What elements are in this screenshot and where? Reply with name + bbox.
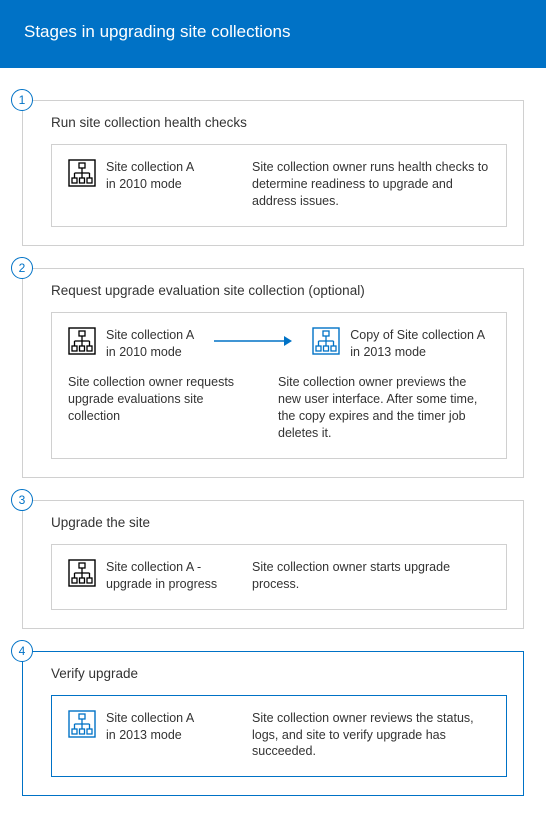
stage-number-1: 1 bbox=[11, 89, 33, 111]
stage-title-4: Verify upgrade bbox=[51, 666, 507, 681]
site-hierarchy-icon bbox=[312, 327, 340, 355]
site-block-right: Copy of Site collection A in 2013 mode bbox=[312, 327, 485, 361]
site-label-line2: in 2013 mode bbox=[350, 344, 485, 361]
stage-number-2: 2 bbox=[11, 257, 33, 279]
site-label: Site collection A in 2013 mode bbox=[106, 710, 194, 744]
site-label-line1: Site collection A - bbox=[106, 559, 217, 576]
arrow-icon bbox=[214, 334, 292, 353]
stage-4: 4 Verify upgrade bbox=[22, 651, 524, 797]
stage-1: 1 Run site collection health checks bbox=[22, 100, 524, 246]
content: 1 Run site collection health checks bbox=[0, 68, 546, 816]
stage-box-1: Run site collection health checks bbox=[22, 100, 524, 246]
stage-title-1: Run site collection health checks bbox=[51, 115, 507, 130]
site-label: Site collection A - upgrade in progress bbox=[106, 559, 217, 593]
inner-box-1: Site collection A in 2010 mode Site coll… bbox=[51, 144, 507, 227]
site-block: Site collection A in 2010 mode bbox=[68, 159, 236, 193]
stage-desc-right: Site collection owner previews the new u… bbox=[278, 374, 490, 442]
site-label-line1: Site collection A bbox=[106, 710, 194, 727]
inner-box-3: Site collection A - upgrade in progress … bbox=[51, 544, 507, 610]
site-label-line2: in 2010 mode bbox=[106, 176, 194, 193]
site-block-left: Site collection A in 2010 mode bbox=[68, 327, 194, 361]
stage-box-2: Request upgrade evaluation site collecti… bbox=[22, 268, 524, 478]
stage-desc: Site collection owner runs health checks… bbox=[252, 159, 490, 210]
stage-desc: Site collection owner reviews the status… bbox=[252, 710, 490, 761]
stage-desc-left: Site collection owner requests upgrade e… bbox=[68, 374, 258, 442]
site-label-line1: Site collection A bbox=[106, 327, 194, 344]
site-hierarchy-icon bbox=[68, 327, 96, 355]
site-hierarchy-icon bbox=[68, 559, 96, 587]
stage-title-2: Request upgrade evaluation site collecti… bbox=[51, 283, 507, 298]
inner-box-4: Site collection A in 2013 mode Site coll… bbox=[51, 695, 507, 778]
stage-2: 2 Request upgrade evaluation site collec… bbox=[22, 268, 524, 478]
stage-box-3: Upgrade the site bbox=[22, 500, 524, 629]
inner-box-2: Site collection A in 2010 mode bbox=[51, 312, 507, 459]
site-hierarchy-icon bbox=[68, 710, 96, 738]
site-label: Site collection A in 2010 mode bbox=[106, 327, 194, 361]
site-hierarchy-icon bbox=[68, 159, 96, 187]
site-label-line1: Site collection A bbox=[106, 159, 194, 176]
site-label-line2: upgrade in progress bbox=[106, 576, 217, 593]
stage-3: 3 Upgrade the site bbox=[22, 500, 524, 629]
site-label-line1: Copy of Site collection A bbox=[350, 327, 485, 344]
site-label-line2: in 2013 mode bbox=[106, 727, 194, 744]
site-label: Copy of Site collection A in 2013 mode bbox=[350, 327, 485, 361]
stage-box-4: Verify upgrade bbox=[22, 651, 524, 797]
stage-number-3: 3 bbox=[11, 489, 33, 511]
site-block: Site collection A - upgrade in progress bbox=[68, 559, 236, 593]
stage-number-4: 4 bbox=[11, 640, 33, 662]
stage-desc: Site collection owner starts upgrade pro… bbox=[252, 559, 490, 593]
site-label-line2: in 2010 mode bbox=[106, 344, 194, 361]
stage-title-3: Upgrade the site bbox=[51, 515, 507, 530]
site-block: Site collection A in 2013 mode bbox=[68, 710, 236, 744]
site-label: Site collection A in 2010 mode bbox=[106, 159, 194, 193]
page-title: Stages in upgrading site collections bbox=[24, 22, 522, 42]
header: Stages in upgrading site collections bbox=[0, 0, 546, 68]
